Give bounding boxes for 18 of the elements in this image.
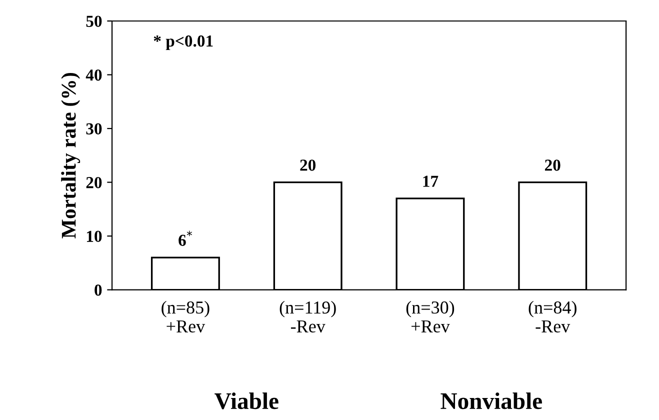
y-tick-label: 0	[94, 284, 102, 296]
text: Viable	[214, 392, 278, 410]
x-tick-label: (n=119) -Rev	[280, 300, 336, 332]
y-tick-label: 40	[86, 69, 102, 81]
x-tick-label: (n=84) -Rev	[528, 300, 576, 332]
x-tick-label: (n=30) +Rev	[406, 300, 454, 332]
y-tick-label: 20	[86, 176, 102, 188]
data-label: 20	[544, 160, 560, 171]
x-tick-label: (n=85) +Rev	[162, 300, 210, 332]
y-tick-label: 30	[86, 123, 102, 134]
data-label: 20	[300, 160, 316, 171]
text: Nonviable	[440, 392, 542, 410]
y-tick-label: 50	[86, 16, 102, 27]
y-axis-title: Mortality rate (%)	[61, 73, 80, 238]
data-label: 17	[423, 176, 438, 187]
annotation: * p<0.01	[154, 35, 213, 50]
data-label: 6$^{*}$	[178, 230, 192, 246]
y-tick-label: 10	[86, 230, 102, 242]
